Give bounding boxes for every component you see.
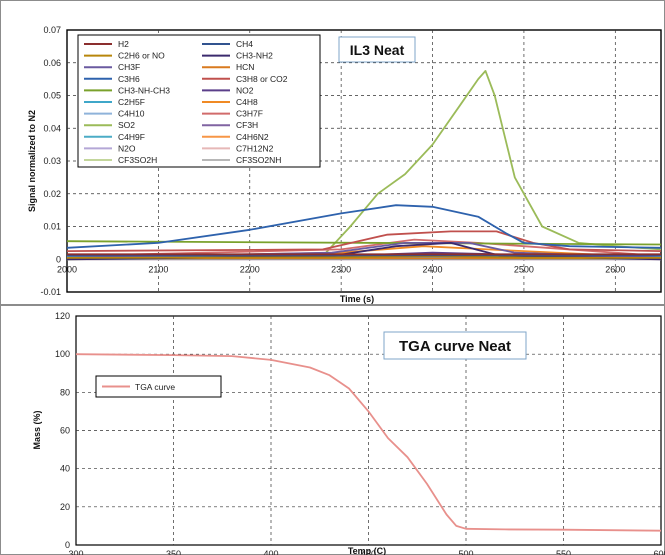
legend-label: C3H7F [236,109,263,119]
bottom-x-axis-title: Temp (C) [348,546,386,555]
y-tick-label: 0.03 [43,156,61,166]
x-tick-label: 400 [263,549,278,555]
bottom-grid [76,316,661,545]
x-tick-label: 2400 [423,264,443,274]
top-series-group [66,70,662,261]
legend-label: TGA curve [135,382,175,392]
y-tick-label: 0.07 [43,25,61,35]
legend-label: CH3-NH2 [236,51,273,61]
top-annotation-box [338,36,416,63]
x-tick-label: 450 [361,549,376,555]
legend-label: CF3SO2H [118,155,157,165]
legend-label: HCN [236,62,254,72]
bottom-legend-box [95,375,222,398]
y-tick-label: 40 [60,464,70,474]
x-tick-label: 500 [458,549,473,555]
y-tick-label: 120 [55,311,70,321]
top-tick-labels: -0.01 0 0.01 0.02 0.03 0.04 0.05 0.06 0.07 2000 21… [40,25,625,297]
top-annotation: IL3 Neat [350,42,405,58]
y-tick-label: 0.06 [43,58,61,68]
series-line-tga-curve [75,353,662,532]
x-tick-label: 2200 [240,264,260,274]
bottom-tick-labels: 0 20 40 60 80 100 120 300 350 400 450 500 550 600 [55,311,665,555]
legend-label: CH3F [118,62,140,72]
y-tick-label: 20 [60,502,70,512]
y-tick-label: 0.02 [43,189,61,199]
series-line-c3h7f [66,238,662,257]
top-x-axis-title: Time (s) [340,294,374,304]
x-tick-label: 2500 [514,264,534,274]
legend-label: C4H9F [118,132,145,142]
legend-label: C4H6N2 [236,132,269,142]
top-legend: H2 CH4 C2H6 or NO CH3-NH2 CH3F HCN C3H6 C3H8 or… [84,39,288,165]
y-tick-label: 0 [65,540,70,550]
x-tick-label: 300 [68,549,83,555]
x-tick-label: 550 [556,549,571,555]
x-tick-label: 2600 [605,264,625,274]
legend-label: C2H6 or NO [118,51,165,61]
top-legend-box [77,34,321,168]
series-line-c3h6 [66,204,662,249]
x-tick-label: 2100 [148,264,168,274]
legend-label: C3H6 [118,74,140,84]
bottom-annotation-box [383,331,527,360]
y-tick-label: 0.05 [43,91,61,101]
series-line-c3h8-or-co2 [66,230,662,252]
legend-label: SO2 [118,120,135,130]
y-tick-label: 60 [60,426,70,436]
legend-label: C2H5F [118,97,145,107]
legend-label: N2O [118,143,136,153]
legend-label: C4H10 [118,109,145,119]
legend-label: C4H8 [236,97,258,107]
legend-label: C3H8 or CO2 [236,74,288,84]
x-tick-label: 600 [653,549,665,555]
x-tick-label: 2300 [331,264,351,274]
bottom-series-group [75,353,662,532]
legend-label: H2 [118,39,129,49]
legend-label: CF3SO2NH [236,155,281,165]
legend-label: CH4 [236,39,253,49]
bottom-y-axis-title: Mass (%) [32,410,42,449]
bottom-legend: TGA curve [102,382,175,392]
x-tick-label: 350 [166,549,181,555]
legend-label: C7H12N2 [236,143,274,153]
legend-label: NO2 [236,85,254,95]
y-tick-label: -0.01 [40,287,61,297]
top-y-axis-title: Signal normalized to N2 [27,110,37,212]
legend-label: CF3H [236,120,258,130]
series-line-so2 [66,70,662,261]
y-tick-label: 80 [60,387,70,397]
legend-label: CH3-NH-CH3 [118,85,170,95]
y-tick-label: 100 [55,349,70,359]
y-tick-label: 0.04 [43,123,61,133]
y-tick-label: 0 [56,254,61,264]
y-tick-label: 0.01 [43,222,61,232]
x-tick-label: 2000 [57,264,77,274]
bottom-annotation: TGA curve Neat [399,338,511,355]
